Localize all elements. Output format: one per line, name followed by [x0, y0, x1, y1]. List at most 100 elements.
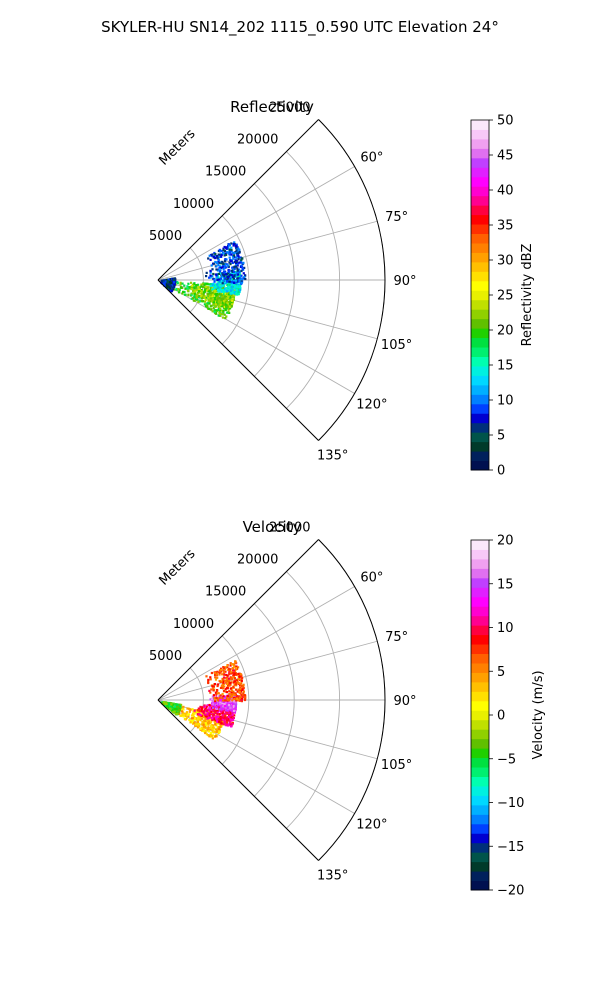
colorbar-segment — [471, 290, 489, 301]
azimuth-spoke — [157, 586, 355, 701]
echo-cell — [170, 280, 173, 283]
echo-cell — [219, 686, 223, 689]
echo-cell — [225, 666, 228, 669]
echo-cell — [212, 685, 215, 688]
echo-cell — [216, 712, 219, 715]
echo-cell — [236, 673, 239, 676]
echo-cell — [186, 713, 189, 716]
echo-cell — [237, 695, 240, 698]
echo-cell — [237, 284, 240, 287]
echo-cell — [234, 672, 237, 675]
echo-cell — [221, 714, 224, 717]
echo-cell — [194, 289, 197, 292]
echo-cell — [201, 728, 204, 731]
range-tick-label: 25000 — [269, 521, 310, 536]
echo-cell — [209, 276, 212, 279]
echo-cell — [216, 720, 219, 724]
echo-cell — [202, 300, 205, 303]
echo-cell — [216, 670, 219, 673]
echo-cell — [231, 709, 234, 712]
echo-cell — [215, 273, 218, 276]
echo-cell — [197, 285, 200, 288]
echo-cell — [226, 683, 230, 686]
echo-cell — [190, 293, 193, 296]
azimuth-tick-label: 135° — [317, 869, 348, 884]
echo-cell — [199, 719, 202, 722]
echo-cell — [215, 673, 218, 676]
echo-cell — [235, 274, 238, 277]
echo-cell — [211, 253, 214, 256]
colorbar-tick-label: 5 — [497, 665, 505, 680]
echo-cell — [193, 721, 196, 725]
echo-cell — [166, 281, 169, 284]
echo-cell — [238, 287, 241, 290]
echo-cell — [219, 301, 222, 304]
colorbar-segment — [471, 214, 489, 225]
azimuth-tick-label: 60° — [360, 151, 383, 166]
colorbar-segment — [471, 157, 489, 168]
echo-cell — [204, 723, 207, 726]
echo-cell — [227, 246, 230, 249]
echo-cell — [214, 702, 218, 705]
echo-cell — [231, 702, 234, 705]
echo-cell — [224, 695, 227, 699]
echo-cell — [242, 685, 245, 688]
colorbar-segment — [471, 252, 489, 263]
echo-cell — [221, 698, 224, 701]
echo-cell — [188, 718, 191, 722]
echo-cell — [212, 282, 215, 285]
echo-cell — [217, 263, 220, 267]
echo-cell — [218, 311, 221, 314]
echo-cell — [168, 286, 171, 289]
colorbar-tick-label: 10 — [497, 394, 514, 409]
echo-cell — [212, 731, 215, 734]
echo-cell — [227, 679, 231, 682]
echo-cell — [214, 673, 217, 676]
echo-cell — [234, 668, 237, 671]
colorbar-tick-label: 45 — [497, 149, 514, 164]
echo-cell — [224, 702, 228, 705]
echo-cell — [229, 263, 232, 266]
echo-cell — [237, 677, 240, 680]
echo-cell — [219, 725, 222, 728]
colorbar-segment — [471, 681, 489, 692]
echo-cell — [227, 677, 231, 680]
echo-cell — [220, 304, 223, 307]
sector-frame — [157, 539, 386, 861]
echo-cell — [216, 298, 219, 302]
echo-cell — [227, 716, 230, 719]
colorbar-segment — [471, 615, 489, 626]
echo-cell — [222, 279, 225, 282]
echo-cell — [227, 310, 230, 313]
colorbar-tick-label: −20 — [497, 884, 524, 899]
echo-cell — [225, 691, 228, 694]
echo-cell — [197, 294, 201, 298]
echo-cell — [211, 695, 214, 698]
echo-cell — [195, 286, 198, 289]
sector-edge-start — [157, 119, 319, 281]
echo-cell — [188, 710, 191, 713]
echo-cell — [217, 683, 220, 686]
echo-cell — [236, 285, 239, 288]
echo-cell — [222, 309, 225, 312]
echo-cell — [238, 684, 242, 687]
echo-cell — [222, 303, 225, 306]
echo-cell — [214, 298, 217, 301]
echo-cell — [214, 291, 217, 295]
echo-cell — [225, 253, 228, 256]
echo-cell — [196, 726, 200, 729]
echo-cell — [230, 689, 233, 692]
echo-cell — [224, 271, 227, 274]
echo-cell — [174, 288, 177, 291]
azimuth-tick-label: 75° — [385, 630, 408, 645]
echo-cell — [194, 711, 198, 714]
echo-cell — [231, 261, 234, 264]
echo-cell — [221, 699, 225, 702]
colorbar-tick-label: −10 — [497, 796, 524, 811]
colorbar-tick-label: 20 — [497, 534, 514, 549]
colorbar-segment — [471, 861, 489, 872]
colorbar-segment — [471, 233, 489, 244]
echo-cell — [205, 713, 208, 716]
echo-cell — [230, 242, 233, 245]
echo-cell — [220, 708, 223, 711]
